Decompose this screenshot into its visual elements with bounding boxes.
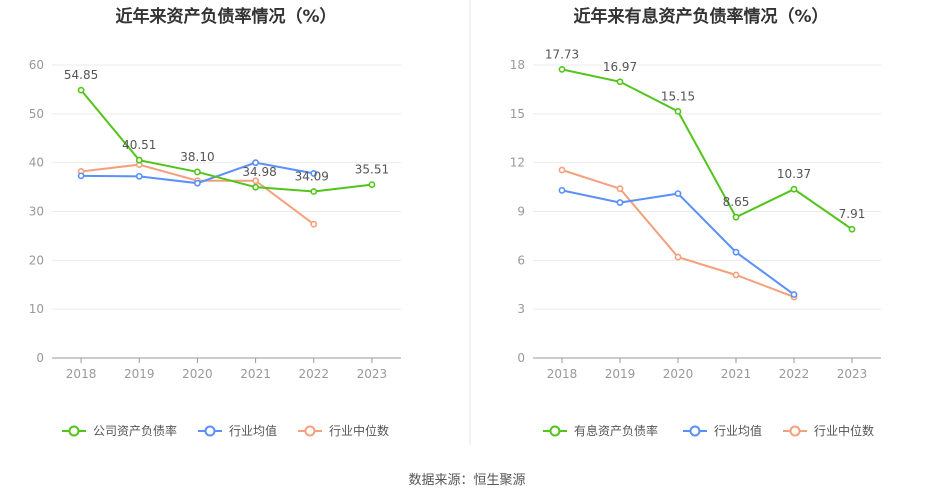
data-point: [732, 271, 740, 279]
data-point: [616, 199, 624, 206]
legend-item[interactable]: 行业中位数: [298, 423, 389, 438]
data-label: 7.91: [839, 207, 866, 221]
x-tick-label: 2020: [182, 367, 213, 381]
y-tick-label: 50: [29, 107, 44, 121]
series-line: [80, 89, 373, 193]
data-point: [77, 86, 85, 94]
legend-item[interactable]: 公司资产负债率: [62, 423, 177, 438]
legend-item[interactable]: 行业均值: [198, 423, 277, 438]
chart-panel-right: 0 3 6 9 12 15 18 2018 2019 2020 2021 2022 2023 17.73 1…: [510, 47, 881, 438]
legend-item[interactable]: 有息资产负债率: [543, 423, 658, 438]
data-point: [674, 107, 682, 115]
data-point: [790, 291, 798, 298]
data-label: 38.10: [180, 150, 214, 164]
data-point: [194, 168, 201, 176]
data-point: [368, 181, 376, 188]
legend-marker: [304, 425, 316, 437]
data-point: [674, 190, 682, 197]
x-tick-label: 2019: [605, 367, 636, 381]
legend-label: 行业均值: [714, 423, 762, 438]
data-point: [252, 177, 259, 185]
data-point: [310, 220, 318, 228]
x-tick-label: 2019: [124, 367, 155, 381]
data-point: [616, 78, 624, 86]
data-label: 40.51: [122, 138, 156, 152]
y-tick-label: 30: [29, 205, 44, 219]
data-point: [732, 248, 740, 256]
data-point: [558, 186, 566, 194]
legend-label: 行业中位数: [814, 423, 874, 438]
legend-marker: [204, 425, 216, 437]
legend-item[interactable]: 行业均值: [683, 423, 762, 438]
x-tick-label: 2021: [240, 367, 271, 381]
legend-label: 行业中位数: [329, 423, 389, 438]
data-label: 10.37: [777, 167, 811, 181]
series-line: [561, 68, 853, 231]
y-tick-label: 9: [517, 205, 525, 219]
data-point: [732, 213, 740, 221]
y-tick-label: 40: [29, 156, 44, 170]
data-point: [252, 159, 259, 167]
y-tick-label: 3: [517, 302, 525, 316]
data-point: [135, 172, 143, 180]
data-label: 54.85: [64, 68, 98, 82]
legend-marker: [689, 425, 701, 437]
y-tick-label: 15: [510, 107, 525, 121]
x-tick-label: 2022: [779, 367, 810, 381]
data-point: [252, 183, 259, 191]
data-point: [558, 65, 566, 73]
x-tick-label: 2023: [837, 367, 868, 381]
y-tick-label: 6: [517, 253, 525, 267]
x-tick-label: 2023: [357, 367, 388, 381]
legend-label: 公司资产负债率: [93, 423, 177, 438]
data-source: 数据来源：恒生聚源: [408, 473, 525, 488]
data-label: 35.51: [355, 163, 389, 177]
chart-title-right: 近年来有息资产负债率情况（%）: [573, 6, 828, 27]
data-point: [674, 253, 682, 261]
x-tick-label: 2020: [663, 367, 694, 381]
chart-panel-left: 0 10 20 30 40 50 60 2018 2019 2020 2021 2022 2023 54.…: [29, 58, 401, 438]
legend-item[interactable]: 行业中位数: [783, 423, 874, 438]
data-point: [790, 185, 798, 193]
y-tick-label: 60: [29, 58, 44, 72]
series-line: [561, 169, 795, 298]
data-point: [310, 188, 318, 195]
data-point: [135, 156, 143, 164]
data-label: 34.09: [295, 170, 329, 184]
data-label: 16.97: [603, 60, 637, 74]
chart-title-left: 近年来资产负债率情况（%）: [115, 6, 336, 27]
data-label: 15.15: [661, 89, 695, 103]
data-point: [77, 172, 85, 180]
data-point: [194, 179, 201, 187]
x-tick-label: 2022: [298, 367, 329, 381]
y-tick-label: 10: [29, 302, 44, 316]
legend-marker: [549, 425, 561, 437]
x-tick-label: 2021: [721, 367, 752, 381]
legend-marker: [789, 425, 801, 437]
y-tick-label: 0: [517, 351, 525, 365]
data-point: [310, 170, 318, 177]
y-tick-label: 0: [36, 351, 44, 365]
y-tick-label: 18: [510, 58, 525, 72]
y-tick-label: 12: [510, 156, 525, 170]
legend-label: 有息资产负债率: [574, 423, 658, 438]
x-tick-label: 2018: [66, 367, 97, 381]
legend-label: 行业均值: [229, 423, 277, 438]
data-point: [558, 166, 566, 174]
data-label: 8.65: [723, 195, 750, 209]
data-point: [848, 225, 856, 233]
data-point: [616, 185, 624, 193]
data-label: 34.98: [242, 165, 276, 179]
x-tick-label: 2018: [547, 367, 578, 381]
legend-marker: [68, 425, 80, 437]
data-label: 17.73: [545, 47, 579, 61]
y-tick-label: 20: [29, 253, 44, 267]
